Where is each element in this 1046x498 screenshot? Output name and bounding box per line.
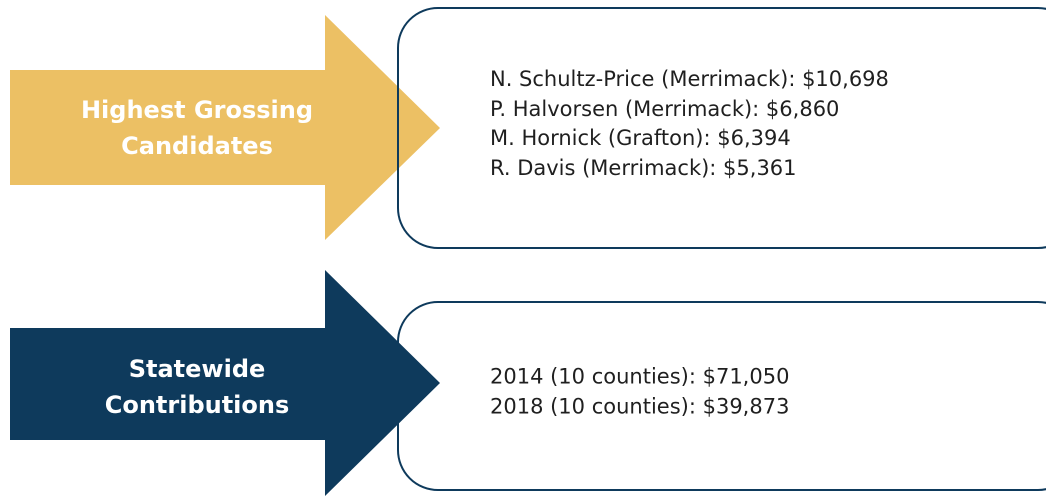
box-line: R. Davis (Merrimack): $5,361 bbox=[490, 155, 797, 180]
box bbox=[397, 7, 1046, 249]
box-text: N. Schultz-Price (Merrimack): $10,698 P. … bbox=[490, 65, 889, 183]
arrow bbox=[10, 270, 440, 496]
box-line: 2018 (10 counties): $39,873 bbox=[490, 394, 790, 418]
box bbox=[397, 301, 1046, 491]
box-line: N. Schultz-Price (Merrimack): $10,698 bbox=[490, 67, 889, 91]
arrow-label: Highest Grossing Candidates bbox=[80, 96, 314, 160]
arrow-label: Statewide Contributions bbox=[104, 355, 290, 419]
box-line: 2014 (10 counties): $71,050 bbox=[490, 364, 790, 389]
box-text: 2014 (10 counties): $71,050 2018 (10 coun… bbox=[490, 363, 789, 422]
arrow bbox=[10, 15, 440, 240]
box-line: M. Hornick (Grafton): $6,394 bbox=[490, 126, 791, 150]
box-line: P. Halvorsen (Merrimack): $6,860 bbox=[490, 96, 840, 121]
